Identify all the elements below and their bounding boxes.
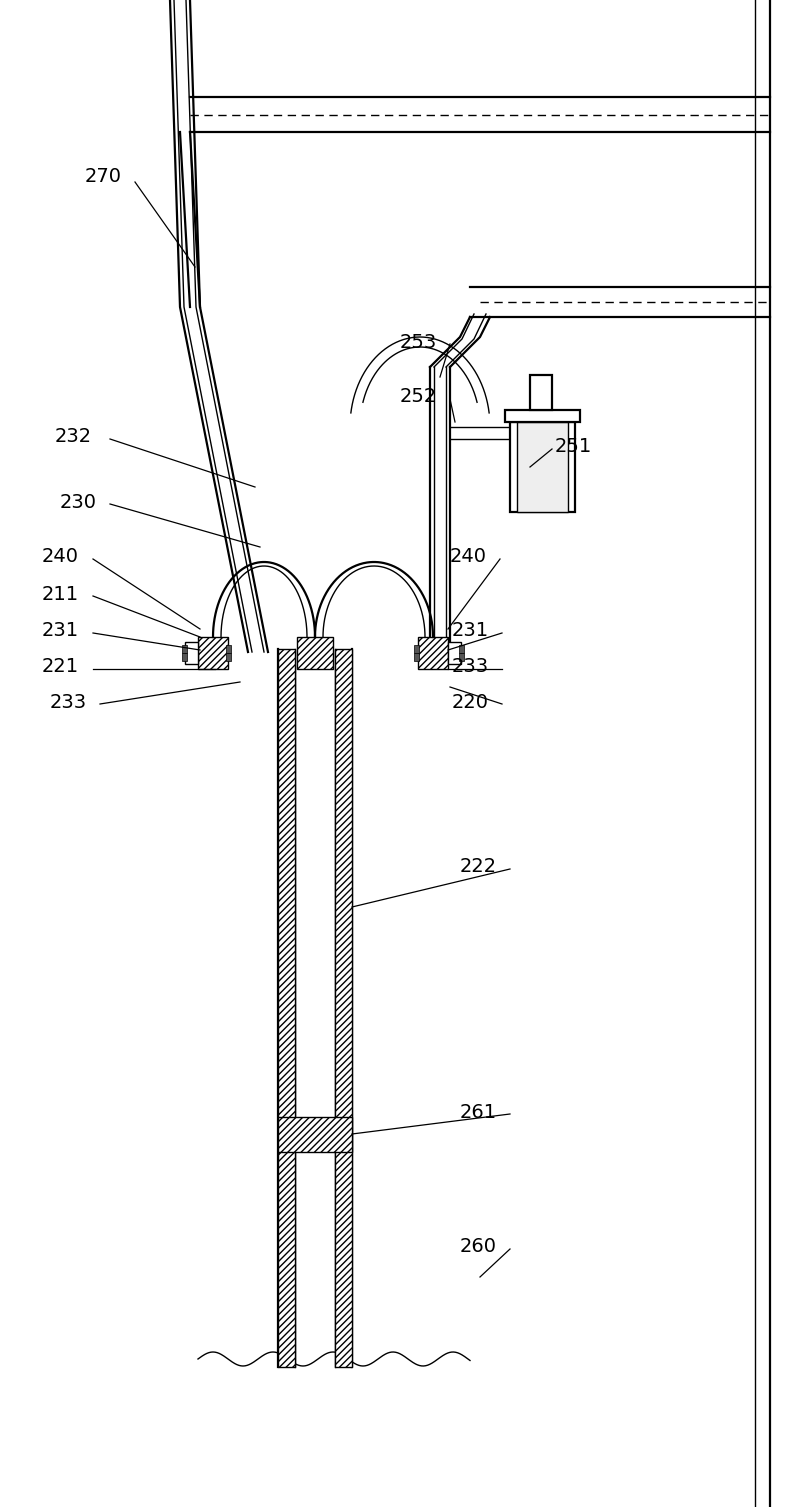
Bar <box>459 645 464 653</box>
Bar <box>198 637 228 669</box>
Text: 252: 252 <box>400 387 438 407</box>
Bar <box>226 653 231 662</box>
Bar <box>418 637 448 669</box>
Bar <box>278 1117 352 1151</box>
Text: 211: 211 <box>42 585 79 603</box>
Bar <box>414 653 419 662</box>
Text: 222: 222 <box>460 857 497 877</box>
Bar <box>414 645 419 653</box>
Bar <box>182 645 187 653</box>
Bar <box>182 653 187 662</box>
Bar <box>510 422 575 512</box>
Text: 231: 231 <box>452 621 489 640</box>
Bar <box>335 650 352 1367</box>
Text: 230: 230 <box>60 493 97 511</box>
Bar <box>530 375 552 410</box>
Text: 220: 220 <box>452 693 489 711</box>
Bar <box>505 410 580 422</box>
Text: 233: 233 <box>50 693 87 711</box>
Text: 231: 231 <box>42 621 79 640</box>
Bar <box>185 642 198 665</box>
Text: 270: 270 <box>85 167 122 187</box>
Bar <box>297 637 333 669</box>
Text: 240: 240 <box>450 547 487 567</box>
Text: 251: 251 <box>555 437 592 457</box>
Bar <box>278 650 295 1367</box>
Bar <box>517 422 568 512</box>
Bar <box>448 642 461 665</box>
Text: 261: 261 <box>460 1103 497 1121</box>
Text: 260: 260 <box>460 1237 497 1257</box>
Text: 232: 232 <box>55 428 92 446</box>
Text: 233: 233 <box>452 657 489 677</box>
Text: 221: 221 <box>42 657 79 677</box>
Text: 253: 253 <box>400 333 438 351</box>
Bar <box>226 645 231 653</box>
Bar <box>459 653 464 662</box>
Text: 240: 240 <box>42 547 79 567</box>
